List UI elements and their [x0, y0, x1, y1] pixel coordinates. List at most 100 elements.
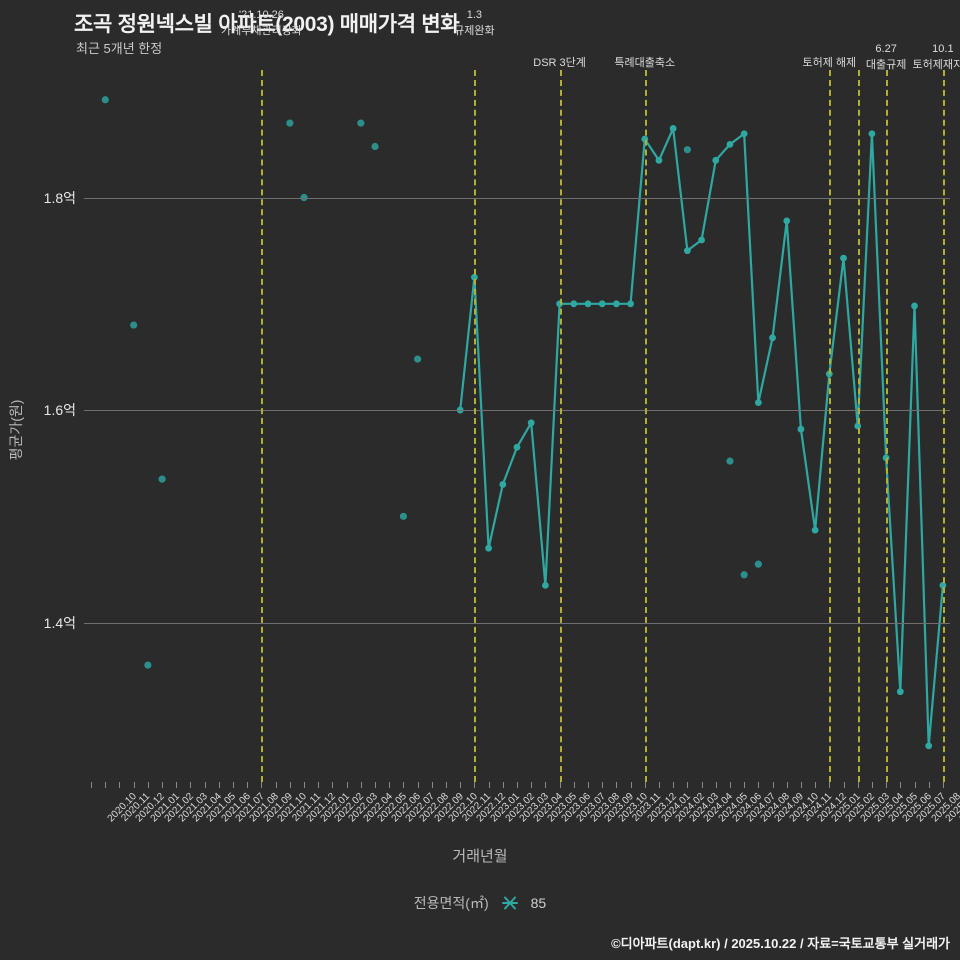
event-vline	[261, 70, 264, 782]
data-point[interactable]	[598, 300, 606, 308]
annotation-event: 가계부채관리강화	[220, 24, 302, 37]
data-point[interactable]	[627, 300, 634, 308]
scatter-point[interactable]	[399, 512, 408, 520]
x-axis-tick	[375, 782, 377, 788]
x-axis-tick	[559, 782, 561, 788]
data-point[interactable]	[612, 300, 620, 308]
data-point[interactable]	[896, 688, 904, 696]
x-axis-tick	[289, 782, 291, 788]
event-vline	[644, 70, 647, 782]
data-point[interactable]	[712, 156, 720, 164]
event-annotation: 6.27 대출규제	[866, 42, 906, 74]
x-axis-tick	[531, 782, 533, 788]
data-point[interactable]	[499, 481, 507, 488]
data-point[interactable]	[740, 130, 748, 138]
data-point[interactable]	[726, 140, 734, 148]
x-axis-tick	[261, 782, 263, 788]
x-axis-tick	[162, 782, 164, 788]
x-axis-tick	[517, 782, 518, 788]
data-point[interactable]	[655, 156, 663, 164]
x-axis-tick	[233, 782, 235, 788]
scatter-point[interactable]	[130, 321, 138, 329]
data-point[interactable]	[698, 236, 705, 244]
data-point[interactable]	[769, 334, 776, 342]
x-axis-tick	[715, 782, 717, 788]
y-axis-tick-label: 1.6억	[43, 402, 76, 419]
legend-title: 전용면적(㎡)	[413, 895, 489, 911]
data-point[interactable]	[811, 526, 819, 534]
x-axis-tick	[332, 782, 334, 788]
data-point[interactable]	[754, 399, 762, 407]
data-point[interactable]	[669, 125, 677, 132]
scatter-point[interactable]	[357, 119, 365, 127]
x-axis-tick	[729, 782, 731, 788]
y-axis-tick-label: 1.8억	[43, 189, 76, 206]
data-point[interactable]	[570, 300, 578, 308]
scatter-point[interactable]	[683, 146, 691, 154]
event-vline	[474, 70, 477, 782]
scatter-point[interactable]	[740, 571, 748, 579]
data-point[interactable]	[797, 425, 805, 433]
scatter-point[interactable]	[158, 475, 166, 483]
legend: 전용면적(㎡) 85	[0, 893, 960, 913]
x-axis-tick	[389, 782, 391, 788]
footer-credit: ©디아파트(dapt.kr) / 2025.10.22 / 자료=국토교통부 실…	[611, 936, 950, 951]
x-axis-tick	[857, 782, 859, 788]
data-point[interactable]	[513, 443, 521, 451]
annotation-date: '21.10.26	[238, 9, 284, 21]
x-axis-tick	[417, 782, 419, 788]
scatter-point[interactable]	[101, 96, 109, 104]
x-axis-tick	[886, 782, 888, 788]
x-axis-tick	[786, 782, 788, 788]
scatter-point[interactable]	[754, 560, 762, 568]
data-point[interactable]	[584, 300, 592, 308]
data-point[interactable]	[925, 742, 933, 750]
data-point[interactable]	[911, 302, 918, 310]
data-point[interactable]	[868, 130, 876, 138]
data-point[interactable]	[485, 544, 493, 552]
x-axis-tick	[403, 782, 405, 788]
scatter-point[interactable]	[414, 355, 422, 363]
x-axis-label: 거래년월	[452, 848, 508, 865]
series-line-chart	[101, 96, 947, 750]
scatter-point[interactable]	[144, 661, 152, 669]
event-vline	[857, 70, 860, 782]
event-annotation: 토허제 해제	[802, 56, 856, 72]
x-axis-tick	[928, 782, 930, 788]
data-point[interactable]	[683, 247, 691, 255]
scatter-point[interactable]	[726, 457, 734, 465]
annotation-date: 10.1	[932, 43, 954, 55]
x-axis-tick	[133, 782, 135, 788]
x-axis-tick	[247, 782, 249, 788]
data-point[interactable]	[527, 419, 535, 427]
scatter-point[interactable]	[371, 142, 379, 151]
x-axis-tick	[218, 782, 220, 788]
event-vline	[559, 70, 562, 782]
x-axis-tick	[176, 782, 178, 788]
asterisk-marker-icon	[501, 896, 518, 910]
x-axis-tick	[91, 782, 93, 788]
x-axis-tick	[431, 782, 433, 788]
y-axis-label: 평균가(원)	[8, 399, 24, 461]
annotation-event: 규제완화	[454, 24, 495, 37]
data-point[interactable]	[783, 217, 791, 225]
data-point[interactable]	[840, 254, 847, 262]
x-axis-tick	[900, 782, 902, 788]
legend-entry-label: 85	[530, 895, 547, 911]
series-line	[459, 127, 944, 747]
x-axis-tick	[701, 782, 703, 788]
event-vline	[829, 70, 832, 782]
annotation-event: 토허제재지정	[912, 58, 960, 71]
annotation-date: 1.3	[466, 9, 483, 21]
event-annotation: 10.1 토허제재지정	[913, 42, 960, 74]
x-axis-tick	[105, 782, 107, 788]
x-axis-tick	[474, 782, 476, 788]
x-axis-tick	[275, 782, 277, 788]
data-point[interactable]	[541, 582, 549, 589]
x-axis-tick	[360, 782, 362, 788]
x-axis-tick	[644, 782, 646, 788]
x-axis-tick	[318, 782, 320, 788]
x-axis-tick	[871, 782, 873, 788]
scatter-point[interactable]	[286, 119, 294, 127]
